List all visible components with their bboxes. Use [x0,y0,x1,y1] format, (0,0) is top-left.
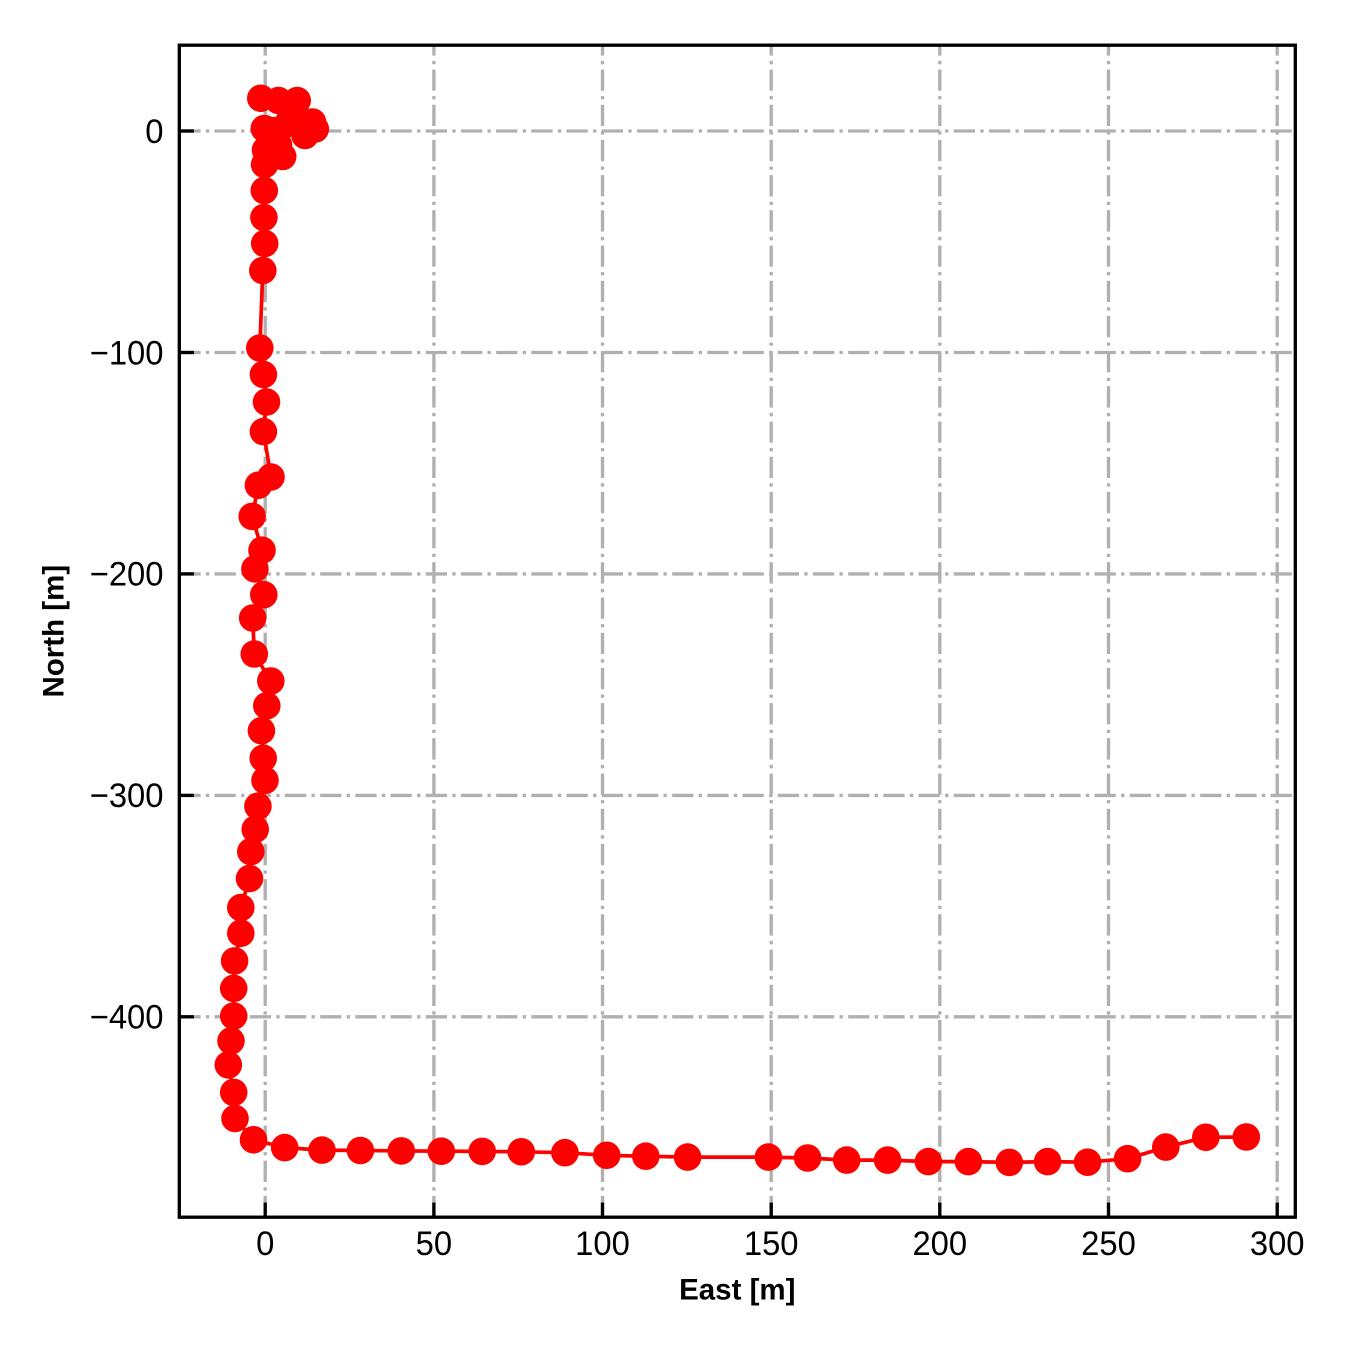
svg-text:150: 150 [744,1225,799,1263]
svg-text:0: 0 [256,1225,274,1263]
svg-text:0: 0 [145,113,163,151]
svg-text:300: 300 [1250,1225,1305,1263]
svg-text:50: 50 [416,1225,452,1263]
svg-text:100: 100 [575,1225,630,1263]
svg-text:−200: −200 [90,556,164,594]
svg-text:−100: −100 [90,335,164,373]
svg-text:200: 200 [912,1225,967,1263]
svg-text:East [m]: East [m] [679,1274,795,1307]
svg-text:−300: −300 [90,777,164,815]
svg-text:−400: −400 [90,999,164,1037]
svg-text:250: 250 [1081,1225,1136,1263]
svg-text:North [m]: North [m] [38,565,71,698]
